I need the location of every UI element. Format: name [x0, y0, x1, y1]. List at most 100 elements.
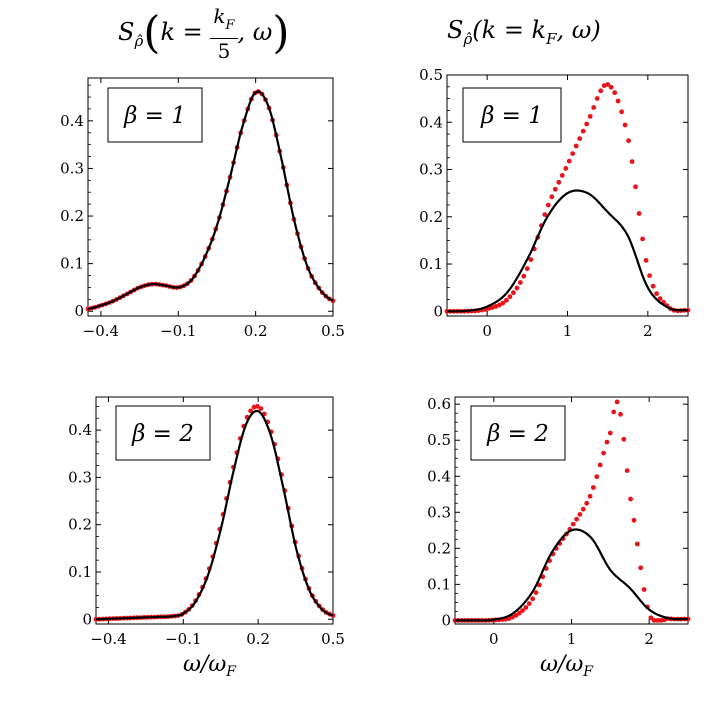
data-point: [591, 485, 596, 490]
x-tick-label: 2: [643, 322, 653, 340]
x-tick-label: 1: [567, 630, 577, 648]
header-right-symbol: S: [447, 16, 464, 44]
y-tick-label: 0.4: [68, 421, 92, 439]
y-tick-label: 0.4: [60, 112, 84, 130]
data-point: [597, 462, 603, 468]
data-point: [633, 184, 638, 190]
data-point: [634, 541, 640, 547]
data-point: [655, 618, 660, 623]
x-axis-label-right-sub: F: [583, 664, 594, 680]
header-left-omega: , ω: [237, 18, 273, 46]
x-axis-label-left-main: ω/ω: [183, 652, 227, 677]
header-left-symbol: S: [118, 18, 135, 46]
y-tick-label: 0.3: [60, 159, 84, 177]
x-tick-label: 0: [489, 630, 499, 648]
header-left-fraction: kF 5: [210, 4, 238, 63]
y-tick-label: 0.1: [427, 575, 451, 593]
y-tick-label: 0.5: [427, 431, 451, 449]
legend-box-label: β = 2: [131, 421, 194, 447]
data-point: [619, 109, 624, 115]
chart-k-kF5-beta1: 0 0.1 0.2 0.3 0.4 −0.4 −0.1 0.2 0.5 β = 1: [60, 77, 345, 340]
y-tick-label: 0.4: [419, 113, 443, 131]
y-tick-label: 0.5: [419, 66, 443, 84]
series-line: [95, 409, 334, 621]
data-point: [638, 565, 644, 571]
y-tick-label: 0: [441, 611, 451, 629]
plot-frame: [95, 396, 334, 625]
header-left-close-paren: ): [272, 7, 290, 59]
data-point: [648, 615, 654, 621]
series-line: [455, 528, 689, 622]
data-point: [640, 236, 645, 242]
data-point: [607, 430, 613, 436]
y-tick-label: 0.2: [419, 208, 443, 226]
y-tick-label: 0.3: [419, 161, 443, 179]
x-tick-label: −0.4: [90, 630, 126, 648]
data-point: [528, 257, 534, 262]
data-point: [258, 406, 264, 411]
data-point: [647, 273, 652, 278]
x-tick-label: 0.5: [321, 630, 345, 648]
x-tick-label: 0.5: [321, 322, 345, 340]
header-left-k-eq: k =: [160, 18, 203, 46]
data-point: [622, 122, 628, 128]
data-point: [631, 517, 637, 523]
data-point: [507, 294, 513, 300]
data-point: [591, 105, 597, 110]
data-point: [570, 521, 576, 527]
data-point: [594, 96, 600, 101]
legend-box: [115, 405, 211, 461]
x-tick-label: 0: [482, 322, 492, 340]
plot-frame: [87, 77, 334, 317]
header-left-frac-den: 5: [217, 39, 231, 63]
data-point: [584, 500, 590, 506]
y-tick-label: 0.4: [427, 467, 451, 485]
data-point: [611, 409, 617, 415]
data-point: [636, 211, 642, 216]
data-point: [641, 587, 647, 592]
data-point: [255, 403, 260, 409]
chart-k-kF-beta2: 0 0.1 0.2 0.3 0.4 0.5 0.6 0 1 2 β = 2: [427, 395, 691, 648]
data-point: [584, 121, 590, 127]
data-point: [615, 98, 621, 104]
x-axis-label-left-sub: F: [226, 664, 237, 680]
x-tick-label: −0.1: [165, 630, 201, 648]
header-left-symbol-sub: ρ̂: [134, 32, 144, 50]
data-point: [530, 596, 536, 602]
data-point: [520, 608, 525, 613]
x-axis-label-right-main: ω/ω: [540, 652, 584, 677]
data-point: [523, 605, 529, 610]
data-point: [573, 143, 579, 149]
header-left: Sρ̂(k = kF 5 , ω): [118, 4, 290, 63]
y-tick-label: 0: [74, 302, 84, 320]
x-axis-label-right: ω/ωF: [540, 652, 593, 680]
y-tick-label: 0: [82, 610, 92, 628]
data-point: [629, 159, 635, 165]
data-point: [598, 88, 604, 94]
data-point: [643, 258, 649, 263]
y-tick-label: 0.1: [68, 563, 92, 581]
data-point: [577, 512, 583, 517]
data-point: [563, 166, 569, 171]
series-line: [447, 189, 688, 313]
data-point: [654, 291, 659, 296]
data-point: [516, 610, 522, 616]
data-point: [542, 212, 548, 218]
data-point: [587, 493, 593, 499]
data-point: [621, 436, 627, 442]
data-point: [612, 90, 618, 96]
x-tick-label: 1: [563, 322, 573, 340]
header-right-body-sub: F: [546, 30, 557, 48]
y-tick-label: 0.6: [427, 395, 451, 413]
data-point: [657, 296, 663, 301]
legend-box: [107, 87, 203, 143]
data-point: [526, 601, 532, 606]
y-tick-label: 0.1: [419, 255, 443, 273]
data-point: [566, 158, 572, 164]
y-tick-label: 0.2: [60, 207, 84, 225]
data-point: [511, 290, 516, 296]
x-tick-label: 0.2: [244, 322, 268, 340]
data-point: [651, 618, 657, 623]
data-point: [601, 450, 606, 456]
